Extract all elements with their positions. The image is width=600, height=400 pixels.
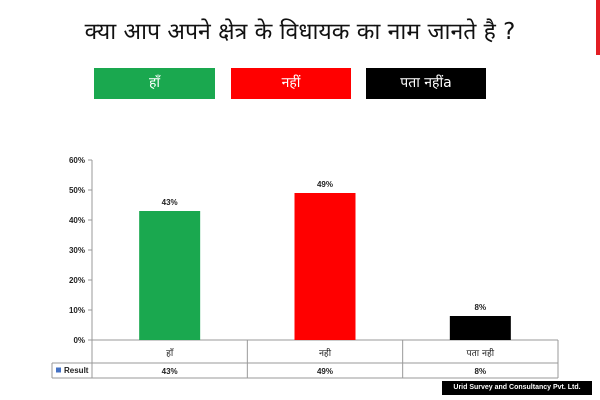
y-tick-label: 60%	[69, 156, 85, 165]
table-value: 49%	[317, 367, 333, 376]
y-tick-label: 40%	[69, 216, 85, 225]
table-value: 43%	[162, 367, 178, 376]
data-label: 43%	[162, 198, 178, 207]
legend-marker	[56, 367, 61, 373]
bar-1	[139, 211, 201, 340]
accent-bar	[596, 0, 600, 55]
data-label: 49%	[317, 180, 333, 189]
y-tick-label: 0%	[73, 336, 85, 345]
x-category-label: नही	[319, 347, 332, 359]
page-title: क्या आप अपने क्षेत्र के विधायक का नाम जा…	[84, 19, 516, 45]
table-value: 8%	[475, 367, 487, 376]
x-category-label: हाँ	[166, 347, 174, 359]
legend-button-yes: हाँ	[94, 68, 215, 99]
y-tick-label: 30%	[69, 246, 85, 255]
y-tick-label: 50%	[69, 186, 85, 195]
bar-3	[449, 316, 511, 340]
table-row-label: Result	[64, 366, 89, 375]
legend-button-dont-know: पता नहींa	[366, 68, 486, 99]
y-tick-label: 20%	[69, 276, 85, 285]
bar-2	[294, 193, 356, 340]
data-label: 8%	[475, 303, 487, 312]
x-category-label: पता नही	[467, 347, 495, 359]
y-tick-label: 10%	[69, 306, 85, 315]
footer-company: Urid Survey and Consultancy Pvt. Ltd.	[442, 381, 592, 395]
legend-button-no: नहीं	[231, 68, 351, 99]
